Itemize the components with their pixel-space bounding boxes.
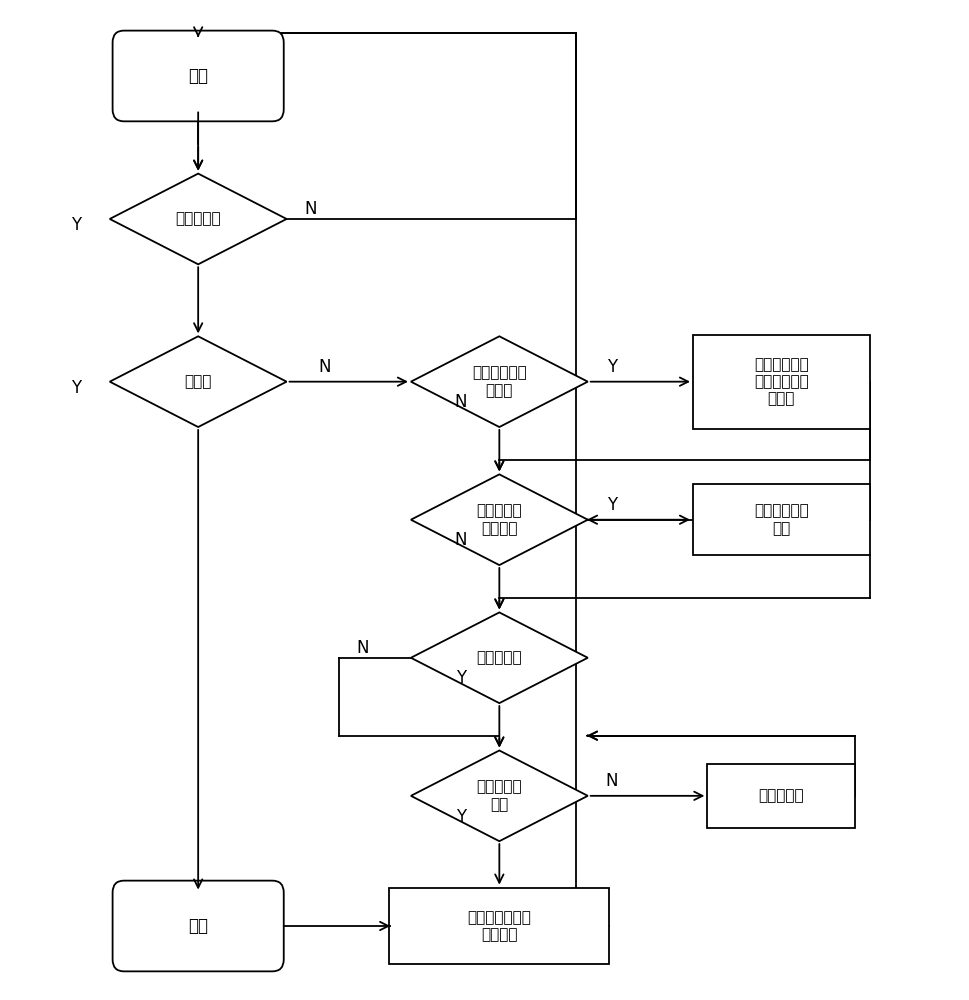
Text: Y: Y [455,808,466,826]
Polygon shape [411,612,587,703]
Text: 下段路径有
其他天车: 下段路径有 其他天车 [476,504,521,536]
Bar [389,888,609,964]
FancyBboxPatch shape [112,31,284,121]
Text: 等待信号灯: 等待信号灯 [758,788,803,803]
Text: Y: Y [455,669,466,687]
Text: N: N [357,639,369,657]
Text: 结束点: 结束点 [184,374,211,389]
Bar [692,335,869,429]
FancyBboxPatch shape [112,881,284,971]
Text: 到达关键点: 到达关键点 [175,211,221,226]
Text: Y: Y [606,358,616,376]
Polygon shape [411,474,587,565]
Text: Y: Y [71,379,81,397]
Polygon shape [411,336,587,427]
Text: 将物料放入暂
存区，等待继
续执行: 将物料放入暂 存区，等待继 续执行 [753,357,808,407]
Polygon shape [109,174,286,264]
Bar [692,484,869,555]
Polygon shape [109,336,286,427]
Text: Y: Y [606,496,616,514]
Text: 等待下段路径
空出: 等待下段路径 空出 [753,504,808,536]
Text: N: N [318,358,330,376]
Text: N: N [605,772,617,790]
Text: 将下一段路径下
载至天车: 将下一段路径下 载至天车 [467,910,531,942]
Text: Y: Y [71,216,81,234]
Polygon shape [411,750,587,841]
Text: N: N [304,200,317,218]
Text: 开始: 开始 [188,67,208,85]
Text: 高优先级任务
待执行: 高优先级任务 待执行 [472,365,526,398]
Text: 信号灯可以
通过: 信号灯可以 通过 [476,780,521,812]
Text: N: N [454,393,467,411]
Bar [706,764,855,828]
Text: 结束: 结束 [188,917,208,935]
Text: N: N [454,531,467,549]
Text: 出入岔轨点: 出入岔轨点 [476,650,521,665]
